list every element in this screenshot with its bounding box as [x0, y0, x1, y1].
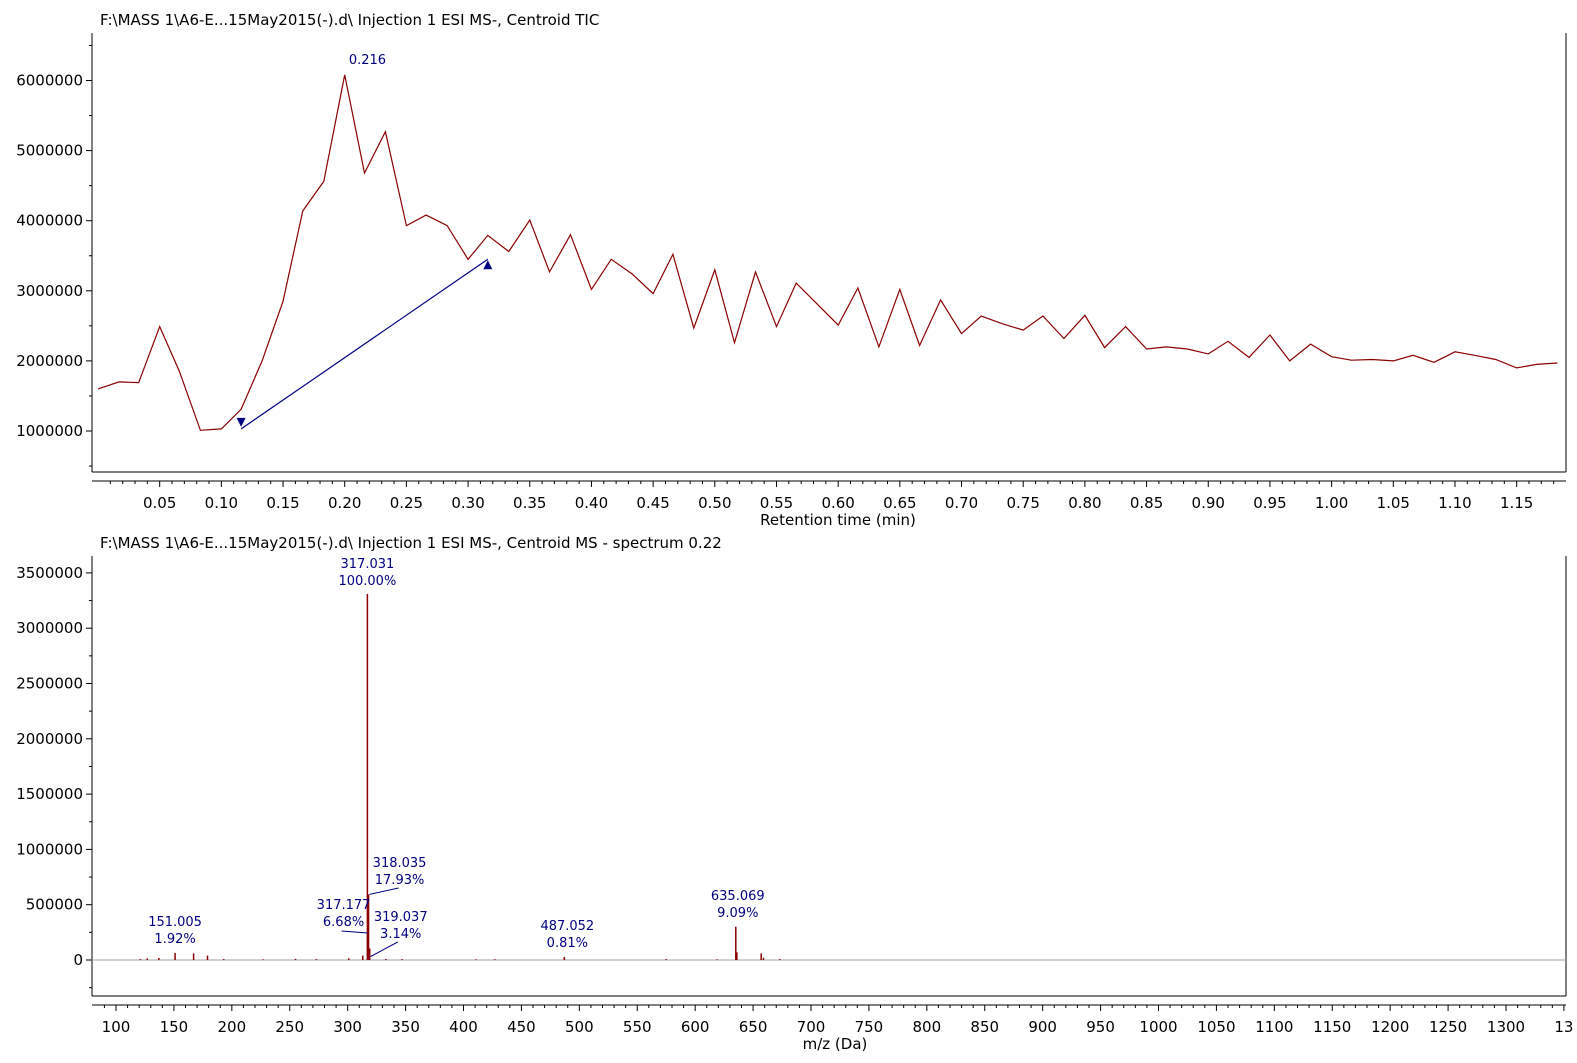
ms-y-tick-label: 1000000: [16, 840, 83, 858]
tic-x-tick-label: 0.15: [266, 494, 299, 512]
ms-peak-label-317-177-pct: 6.68%: [323, 915, 364, 930]
tic-x-tick-label: 0.40: [575, 494, 608, 512]
ms-peak-label-319-mz: 319.037: [374, 910, 428, 925]
ms-peak-label-317-031-pct: 100.00%: [338, 574, 396, 589]
tic-x-ticks: 0.05 0.10 0.15 0.20 0.25 0.30 0.35 0.40 0.45 0.50…: [109, 481, 1555, 512]
tic-x-tick-label: 0.35: [513, 494, 546, 512]
ms-x-tick-label: 1050: [1197, 1018, 1235, 1036]
tic-x-tick-label: 0.55: [760, 494, 793, 512]
tic-x-tick-label: 0.80: [1068, 494, 1101, 512]
tic-trace-line: [97, 74, 1558, 431]
tic-y-tick-label: 1000000: [16, 422, 83, 440]
ms-label-leader: [369, 887, 399, 895]
tic-peak-label: 0.216: [349, 53, 386, 68]
tic-chart-panel: F:\MASS 1\A6-E...15May2015(-).d\ Injecti…: [16, 11, 1567, 529]
ms-x-tick-label: 950: [1086, 1018, 1115, 1036]
ms-x-tick-label: 200: [218, 1018, 247, 1036]
ms-x-tick-label: 900: [1028, 1018, 1057, 1036]
ms-y-ticks: 0 500000 1000000 1500000 2000000 2500000 30000…: [16, 564, 92, 989]
tic-y-tick-label: 5000000: [16, 142, 83, 160]
tic-y-tick-label: 4000000: [16, 212, 83, 230]
ms-peak-label-318-mz: 318.035: [373, 856, 427, 871]
tic-x-tick-label: 0.10: [205, 494, 238, 512]
tic-x-tick-label: 0.60: [821, 494, 854, 512]
tic-x-tick-label: 0.30: [451, 494, 484, 512]
ms-peak-label-487-mz: 487.052: [540, 919, 594, 934]
tic-x-axis-label: Retention time (min): [760, 511, 916, 529]
ms-peak-label-319-pct: 3.14%: [380, 927, 421, 942]
ms-peaks-group: 151.005 1.92% 317.031 100.00% 318.035 17.93% 3…: [92, 557, 1566, 961]
ms-x-tick-label: 850: [970, 1018, 999, 1036]
ms-x-tick-label: 400: [449, 1018, 478, 1036]
ms-x-tick-label: 1000: [1139, 1018, 1177, 1036]
tic-x-tick-label: 0.95: [1253, 494, 1286, 512]
tic-y-tick-label: 3000000: [16, 282, 83, 300]
tic-x-tick-label: 1.10: [1438, 494, 1471, 512]
tic-integration-baseline: [240, 258, 489, 430]
ms-y-tick-label: 3500000: [16, 564, 83, 582]
ms-x-tick-label: 150: [160, 1018, 189, 1036]
ms-peak-label-487-pct: 0.81%: [547, 936, 588, 951]
ms-x-tick-label: 1300: [1487, 1018, 1525, 1036]
ms-x-tick-label: 600: [681, 1018, 710, 1036]
ms-x-tick-label: 750: [855, 1018, 884, 1036]
ms-x-tick-label: 13: [1554, 1018, 1573, 1036]
tic-x-tick-label: 1.05: [1377, 494, 1410, 512]
ms-peak-label-635-pct: 9.09%: [717, 906, 758, 921]
ms-label-leader: [370, 941, 398, 957]
ms-y-tick-label: 1500000: [16, 785, 83, 803]
tic-x-tick-label: 0.90: [1192, 494, 1225, 512]
ms-x-axis-label: m/z (Da): [803, 1035, 868, 1053]
tic-y-tick-label: 2000000: [16, 352, 83, 370]
ms-y-tick-label: 2500000: [16, 675, 83, 693]
tic-x-tick-label: 0.05: [143, 494, 176, 512]
ms-label-leader: [341, 930, 368, 934]
tic-x-tick-label: 0.65: [883, 494, 916, 512]
tic-y-tick-label: 6000000: [16, 72, 83, 90]
tic-x-tick-label: 0.75: [1007, 494, 1040, 512]
ms-x-tick-label: 100: [102, 1018, 131, 1036]
tic-x-tick-label: 0.50: [698, 494, 731, 512]
peak-end-marker: [483, 260, 493, 270]
ms-peak-label-318-pct: 17.93%: [375, 873, 425, 888]
tic-x-tick-label: 1.00: [1315, 494, 1348, 512]
ms-x-tick-label: 550: [623, 1018, 652, 1036]
ms-y-tick-label: 500000: [26, 896, 83, 914]
ms-x-ticks: 100 150 200 250 300 350 400 450 500 550 600 650 700 7…: [102, 1005, 1573, 1036]
ms-spectrum-panel: F:\MASS 1\A6-E...15May2015(-).d\ Injecti…: [16, 534, 1573, 1053]
ms-x-tick-label: 350: [391, 1018, 420, 1036]
ms-x-tick-label: 650: [739, 1018, 768, 1036]
peak-start-marker: [236, 417, 246, 427]
ms-y-tick-label: 3000000: [16, 619, 83, 637]
tic-y-ticks: 1000000 2000000 3000000 4000000 5000000 60000…: [16, 44, 92, 467]
ms-peak-label-151-pct: 1.92%: [154, 932, 195, 947]
ms-x-tick-label: 700: [797, 1018, 826, 1036]
ms-spectrum-title: F:\MASS 1\A6-E...15May2015(-).d\ Injecti…: [100, 534, 722, 552]
ms-peak-label-151-mz: 151.005: [148, 915, 202, 930]
ms-x-tick-label: 250: [275, 1018, 304, 1036]
ms-x-tick-label: 800: [913, 1018, 942, 1036]
ms-y-tick-label: 2000000: [16, 730, 83, 748]
ms-x-tick-label: 1200: [1371, 1018, 1409, 1036]
tic-x-tick-label: 1.15: [1500, 494, 1533, 512]
ms-peak-label-635-mz: 635.069: [711, 889, 765, 904]
tic-x-tick-label: 0.20: [328, 494, 361, 512]
ms-x-tick-label: 1250: [1429, 1018, 1467, 1036]
ms-x-tick-label: 450: [507, 1018, 536, 1036]
tic-trace-group: 0.216: [97, 53, 1558, 431]
ms-peak-label-317-031-mz: 317.031: [341, 557, 395, 572]
ms-x-tick-label: 1150: [1313, 1018, 1351, 1036]
ms-x-tick-label: 300: [333, 1018, 362, 1036]
ms-x-tick-label: 500: [565, 1018, 594, 1036]
ms-y-tick-label: 0: [73, 951, 83, 969]
tic-x-tick-label: 0.25: [390, 494, 423, 512]
tic-x-tick-label: 0.85: [1130, 494, 1163, 512]
ms-x-tick-label: 1100: [1255, 1018, 1293, 1036]
ms-peak-label-317-177-mz: 317.177: [317, 898, 371, 913]
tic-x-tick-label: 0.45: [636, 494, 669, 512]
tic-x-tick-label: 0.70: [945, 494, 978, 512]
tic-chart-title: F:\MASS 1\A6-E...15May2015(-).d\ Injecti…: [100, 11, 599, 29]
